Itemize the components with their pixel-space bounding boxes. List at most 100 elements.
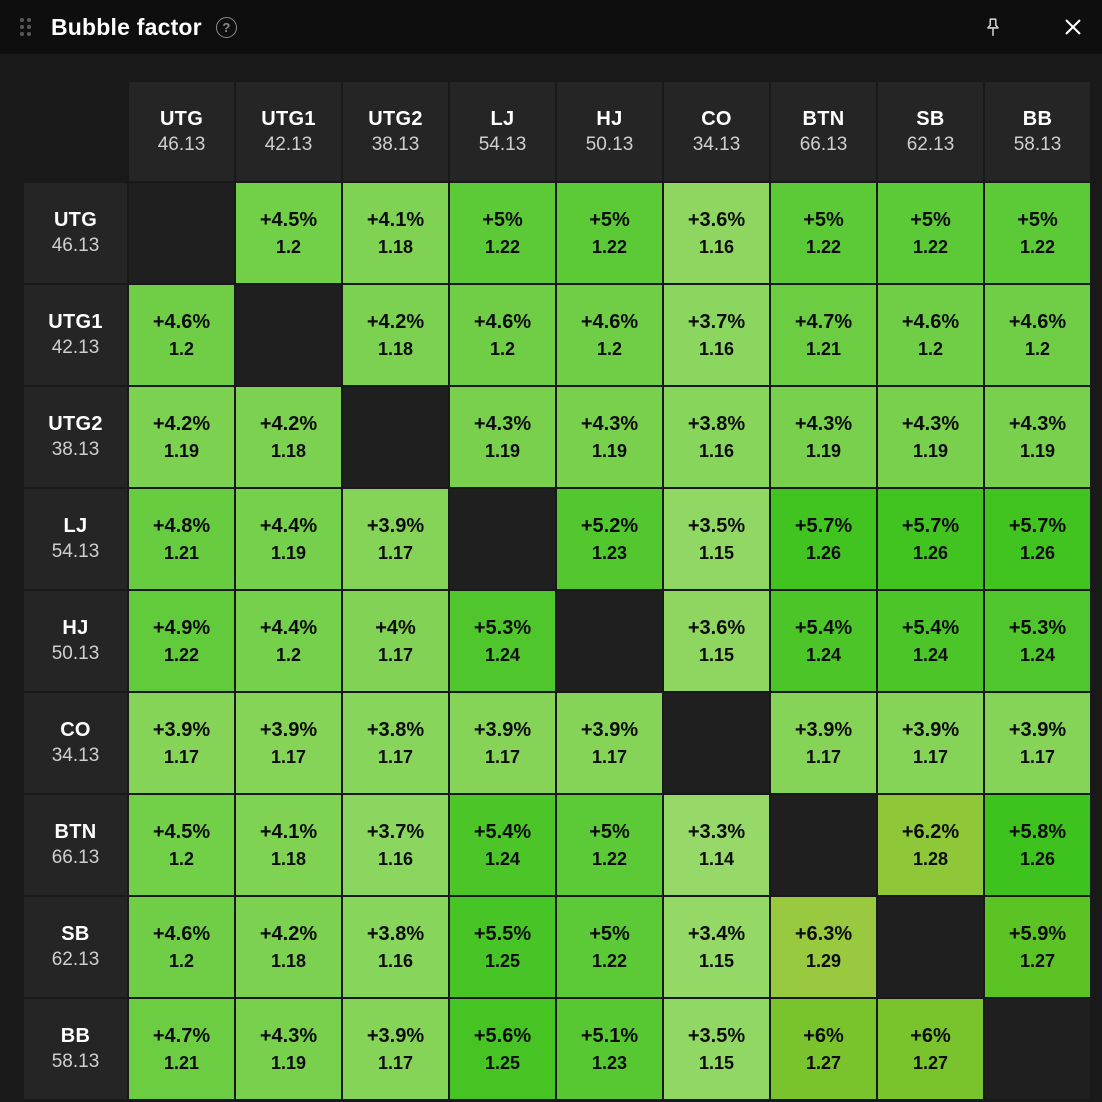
cell-factor: 1.24 — [805, 644, 842, 665]
cell-factor: 1.26 — [1019, 848, 1056, 869]
matrix-cell-UTG2-BTN: +4.3% 1.19 — [771, 387, 876, 487]
matrix-cell-CO-SB: +3.9% 1.17 — [878, 693, 983, 793]
cell-percent: +5.4% — [901, 616, 960, 639]
matrix-cell-BTN-LJ: +5.4% 1.24 — [450, 795, 555, 895]
matrix-cell-BB-BTN: +6% 1.27 — [771, 999, 876, 1099]
position-label: UTG — [53, 209, 98, 231]
position-label: BTN — [802, 107, 845, 130]
cell-factor: 1.17 — [270, 746, 307, 767]
cell-factor: 1.25 — [484, 1052, 521, 1073]
matrix-cell-diagonal — [129, 183, 234, 283]
cell-factor: 1.15 — [698, 644, 735, 665]
matrix-corner — [24, 82, 127, 181]
matrix-cell-UTG1-SB: +4.6% 1.2 — [878, 285, 983, 385]
cell-factor: 1.22 — [591, 236, 628, 257]
cell-factor: 1.2 — [168, 848, 195, 869]
cell-percent: +3.7% — [687, 310, 746, 333]
matrix-cell-diagonal — [878, 897, 983, 997]
cell-percent: +4.7% — [152, 1024, 211, 1047]
cell-percent: +4% — [375, 616, 416, 639]
cell-factor: 1.2 — [168, 950, 195, 971]
stack-label: 46.13 — [157, 133, 206, 155]
cell-factor: 1.2 — [1024, 338, 1051, 359]
matrix-cell-diagonal — [985, 999, 1090, 1099]
matrix-cell-HJ-CO: +3.6% 1.15 — [664, 591, 769, 691]
matrix-cell-UTG-HJ: +5% 1.22 — [557, 183, 662, 283]
matrix-cell-SB-UTG: +4.6% 1.2 — [129, 897, 234, 997]
matrix-cell-HJ-BTN: +5.4% 1.24 — [771, 591, 876, 691]
cell-factor: 1.19 — [805, 440, 842, 461]
matrix-cell-SB-CO: +3.4% 1.15 — [664, 897, 769, 997]
cell-factor: 1.19 — [270, 542, 307, 563]
row-header-UTG2: UTG2 38.13 — [24, 387, 127, 487]
cell-percent: +4.3% — [580, 412, 639, 435]
matrix-cell-UTG2-BB: +4.3% 1.19 — [985, 387, 1090, 487]
cell-factor: 1.25 — [484, 950, 521, 971]
stack-label: 50.13 — [51, 643, 100, 664]
cell-factor: 1.19 — [1019, 440, 1056, 461]
cell-percent: +3.9% — [794, 718, 853, 741]
cell-factor: 1.28 — [912, 848, 949, 869]
matrix-cell-BTN-HJ: +5% 1.22 — [557, 795, 662, 895]
stack-label: 42.13 — [51, 337, 100, 358]
position-label: LJ — [63, 515, 88, 537]
matrix-cell-BB-CO: +3.5% 1.15 — [664, 999, 769, 1099]
stack-label: 38.13 — [51, 439, 100, 460]
cell-factor: 1.21 — [805, 338, 842, 359]
col-header-UTG1: UTG1 42.13 — [236, 82, 341, 181]
cell-percent: +4.1% — [366, 208, 425, 231]
matrix-cell-LJ-BB: +5.7% 1.26 — [985, 489, 1090, 589]
matrix-cell-HJ-BB: +5.3% 1.24 — [985, 591, 1090, 691]
cell-percent: +4.2% — [259, 922, 318, 945]
pin-icon[interactable] — [982, 16, 1004, 38]
cell-percent: +3.9% — [366, 1024, 425, 1047]
position-label: HJ — [62, 617, 89, 639]
matrix-cell-CO-BTN: +3.9% 1.17 — [771, 693, 876, 793]
stack-label: 62.13 — [906, 133, 955, 155]
stack-label: 58.13 — [51, 1051, 100, 1072]
matrix-cell-LJ-HJ: +5.2% 1.23 — [557, 489, 662, 589]
cell-percent: +3.8% — [687, 412, 746, 435]
matrix-cell-CO-BB: +3.9% 1.17 — [985, 693, 1090, 793]
cell-percent: +3.9% — [473, 718, 532, 741]
matrix-cell-diagonal — [664, 693, 769, 793]
row-header-BTN: BTN 66.13 — [24, 795, 127, 895]
matrix-cell-LJ-UTG: +4.8% 1.21 — [129, 489, 234, 589]
cell-factor: 1.18 — [270, 440, 307, 461]
cell-percent: +3.9% — [259, 718, 318, 741]
matrix-cell-SB-UTG2: +3.8% 1.16 — [343, 897, 448, 997]
cell-percent: +5% — [589, 820, 630, 843]
position-label: UTG1 — [48, 311, 103, 333]
cell-factor: 1.17 — [591, 746, 628, 767]
matrix-cell-HJ-SB: +5.4% 1.24 — [878, 591, 983, 691]
stack-label: 38.13 — [371, 133, 420, 155]
cell-percent: +5.7% — [794, 514, 853, 537]
cell-percent: +3.3% — [687, 820, 746, 843]
help-icon[interactable]: ? — [215, 16, 237, 38]
row-header-CO: CO 34.13 — [24, 693, 127, 793]
stack-label: 42.13 — [264, 133, 313, 155]
cell-factor: 1.16 — [377, 950, 414, 971]
cell-factor: 1.27 — [1019, 950, 1056, 971]
matrix-cell-UTG1-HJ: +4.6% 1.2 — [557, 285, 662, 385]
matrix-cell-diagonal — [557, 591, 662, 691]
cell-percent: +3.7% — [366, 820, 425, 843]
row-header-BB: BB 58.13 — [24, 999, 127, 1099]
matrix-cell-LJ-BTN: +5.7% 1.26 — [771, 489, 876, 589]
cell-factor: 1.29 — [805, 950, 842, 971]
cell-percent: +5% — [1017, 208, 1058, 231]
row-header-HJ: HJ 50.13 — [24, 591, 127, 691]
row-header-UTG1: UTG1 42.13 — [24, 285, 127, 385]
close-icon[interactable] — [1062, 16, 1084, 38]
cell-percent: +4.8% — [152, 514, 211, 537]
position-label: CO — [60, 719, 91, 741]
cell-percent: +5% — [589, 208, 630, 231]
cell-percent: +4.6% — [1008, 310, 1067, 333]
cell-percent: +4.1% — [259, 820, 318, 843]
cell-percent: +4.6% — [580, 310, 639, 333]
drag-handle-icon[interactable] — [20, 18, 31, 36]
cell-percent: +6% — [910, 1024, 951, 1047]
cell-percent: +5% — [910, 208, 951, 231]
cell-factor: 1.27 — [805, 1052, 842, 1073]
position-label: HJ — [596, 107, 623, 130]
